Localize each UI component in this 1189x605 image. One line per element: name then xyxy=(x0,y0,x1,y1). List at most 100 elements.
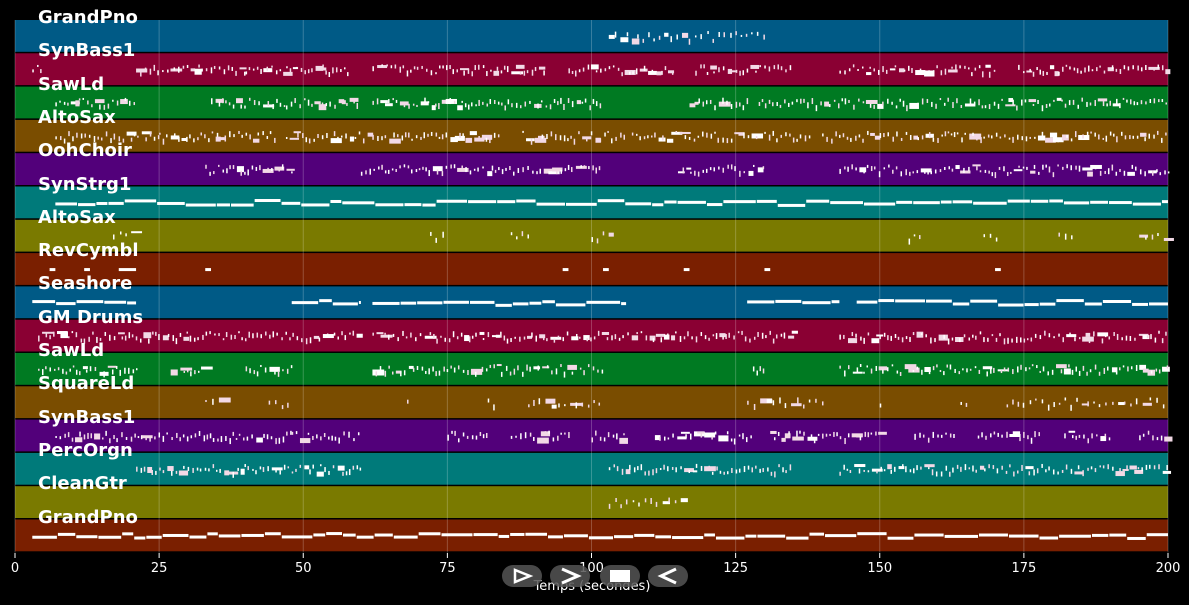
note xyxy=(304,465,310,470)
note xyxy=(777,431,780,436)
note xyxy=(757,331,759,337)
note xyxy=(704,533,715,537)
note xyxy=(1098,134,1100,140)
note xyxy=(961,137,963,143)
note xyxy=(1156,130,1159,135)
note xyxy=(417,301,443,305)
play-button[interactable] xyxy=(502,565,542,587)
note xyxy=(1094,364,1097,370)
note xyxy=(745,33,748,37)
note xyxy=(908,238,911,245)
note xyxy=(149,131,152,137)
note xyxy=(229,438,231,445)
note xyxy=(415,337,417,342)
note xyxy=(430,231,432,236)
note xyxy=(471,335,474,339)
note xyxy=(1026,166,1028,170)
note xyxy=(416,365,419,370)
note xyxy=(1132,65,1134,70)
stop-button[interactable] xyxy=(600,565,640,587)
note xyxy=(644,471,646,476)
note xyxy=(835,131,837,137)
note xyxy=(611,138,613,144)
note xyxy=(930,337,932,344)
forward-button[interactable] xyxy=(550,565,590,587)
note xyxy=(140,71,142,77)
note xyxy=(607,432,610,438)
note xyxy=(693,431,705,437)
note xyxy=(922,434,925,438)
track-label: Seashore xyxy=(38,273,133,295)
note xyxy=(691,336,693,340)
note xyxy=(482,338,485,341)
note xyxy=(712,38,715,43)
note xyxy=(266,136,269,140)
note xyxy=(959,338,961,343)
note xyxy=(695,463,698,468)
note xyxy=(608,34,615,39)
rewind-button[interactable] xyxy=(648,565,688,587)
note xyxy=(209,331,211,335)
note xyxy=(735,469,738,474)
note xyxy=(639,136,641,141)
note xyxy=(475,435,478,440)
note xyxy=(632,71,634,75)
note xyxy=(463,70,465,76)
note xyxy=(486,71,488,77)
note xyxy=(1041,105,1044,112)
note xyxy=(456,69,459,73)
note xyxy=(792,436,804,441)
note xyxy=(496,66,499,71)
note xyxy=(576,100,582,105)
note xyxy=(755,136,758,140)
note xyxy=(722,137,724,143)
note xyxy=(542,300,555,304)
note xyxy=(656,71,662,76)
note xyxy=(340,69,342,73)
note xyxy=(847,433,850,438)
note xyxy=(759,65,761,68)
note xyxy=(1006,431,1008,438)
note xyxy=(433,333,435,339)
note xyxy=(346,102,348,106)
note xyxy=(1108,437,1111,441)
note xyxy=(705,100,708,105)
note xyxy=(555,134,557,141)
note xyxy=(1107,464,1109,470)
playback-controls xyxy=(502,565,688,587)
note xyxy=(1060,369,1063,374)
note xyxy=(913,468,915,474)
note xyxy=(67,102,69,106)
note xyxy=(718,166,720,170)
note xyxy=(92,331,94,335)
note xyxy=(1047,404,1050,411)
note xyxy=(291,171,293,174)
note xyxy=(244,464,246,468)
note xyxy=(727,164,729,169)
note xyxy=(427,101,430,104)
note xyxy=(1163,237,1174,241)
track-notes xyxy=(136,463,1172,478)
note xyxy=(1039,69,1042,75)
note xyxy=(436,199,468,203)
note xyxy=(248,331,250,338)
note xyxy=(1131,164,1134,169)
note xyxy=(573,138,576,145)
note xyxy=(283,464,286,470)
note xyxy=(617,67,620,71)
note xyxy=(91,104,93,108)
note xyxy=(1112,466,1114,471)
note xyxy=(928,467,930,470)
note xyxy=(751,32,753,35)
note xyxy=(593,400,595,404)
note xyxy=(126,131,137,136)
note xyxy=(690,433,692,440)
note xyxy=(764,103,767,109)
note xyxy=(1022,166,1025,169)
note xyxy=(79,431,81,437)
note xyxy=(457,105,463,111)
note xyxy=(589,105,591,111)
note xyxy=(49,335,51,340)
note xyxy=(883,133,885,138)
note xyxy=(1148,66,1160,70)
